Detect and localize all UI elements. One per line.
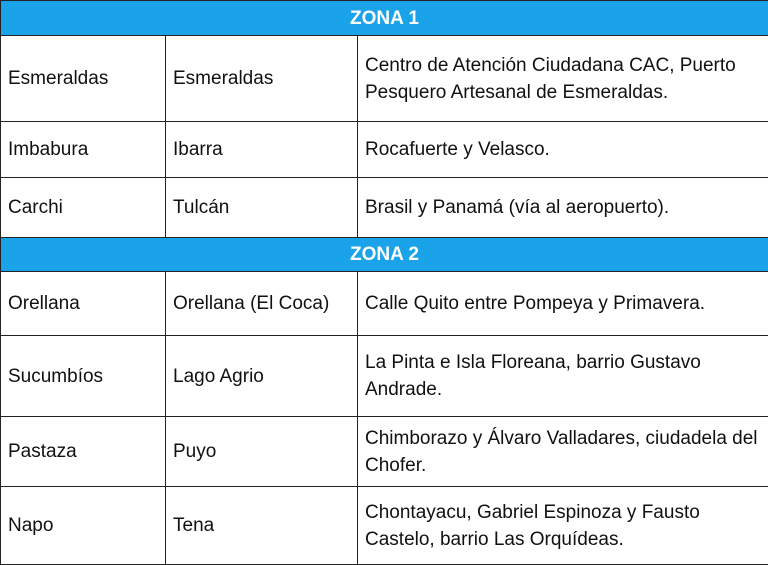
city-cell: Puyo — [166, 417, 358, 487]
city-cell: Ibarra — [166, 122, 358, 178]
province-cell: Imbabura — [1, 122, 166, 178]
address-cell: Centro de Atención Ciudadana CAC, Puerto… — [358, 36, 768, 122]
table-row: Pastaza Puyo Chimborazo y Álvaro Vallada… — [1, 417, 768, 487]
city-cell: Orellana (El Coca) — [166, 272, 358, 336]
address-cell: Chontayacu, Gabriel Espinoza y Fausto Ca… — [358, 487, 768, 565]
zone-title: ZONA 1 — [1, 1, 768, 36]
address-cell: Chimborazo y Álvaro Valladares, ciudadel… — [358, 417, 768, 487]
address-cell: Brasil y Panamá (vía al aeropuerto). — [358, 178, 768, 238]
table-row: Sucumbíos Lago Agrio La Pinta e Isla Flo… — [1, 336, 768, 417]
table-row: Orellana Orellana (El Coca) Calle Quito … — [1, 272, 768, 336]
zone-header: ZONA 1 — [1, 1, 768, 36]
province-cell: Orellana — [1, 272, 166, 336]
city-cell: Lago Agrio — [166, 336, 358, 417]
province-cell: Pastaza — [1, 417, 166, 487]
province-cell: Sucumbíos — [1, 336, 166, 417]
table-row: Esmeraldas Esmeraldas Centro de Atención… — [1, 36, 768, 122]
table-row: Carchi Tulcán Brasil y Panamá (vía al ae… — [1, 178, 768, 238]
address-cell: Rocafuerte y Velasco. — [358, 122, 768, 178]
zone-title: ZONA 2 — [1, 238, 768, 272]
zone-header: ZONA 2 — [1, 238, 768, 272]
table-row: Napo Tena Chontayacu, Gabriel Espinoza y… — [1, 487, 768, 565]
province-cell: Carchi — [1, 178, 166, 238]
province-cell: Esmeraldas — [1, 36, 166, 122]
province-cell: Napo — [1, 487, 166, 565]
table-row: Imbabura Ibarra Rocafuerte y Velasco. — [1, 122, 768, 178]
city-cell: Tena — [166, 487, 358, 565]
address-cell: La Pinta e Isla Floreana, barrio Gustavo… — [358, 336, 768, 417]
city-cell: Tulcán — [166, 178, 358, 238]
address-cell: Calle Quito entre Pompeya y Primavera. — [358, 272, 768, 336]
city-cell: Esmeraldas — [166, 36, 358, 122]
